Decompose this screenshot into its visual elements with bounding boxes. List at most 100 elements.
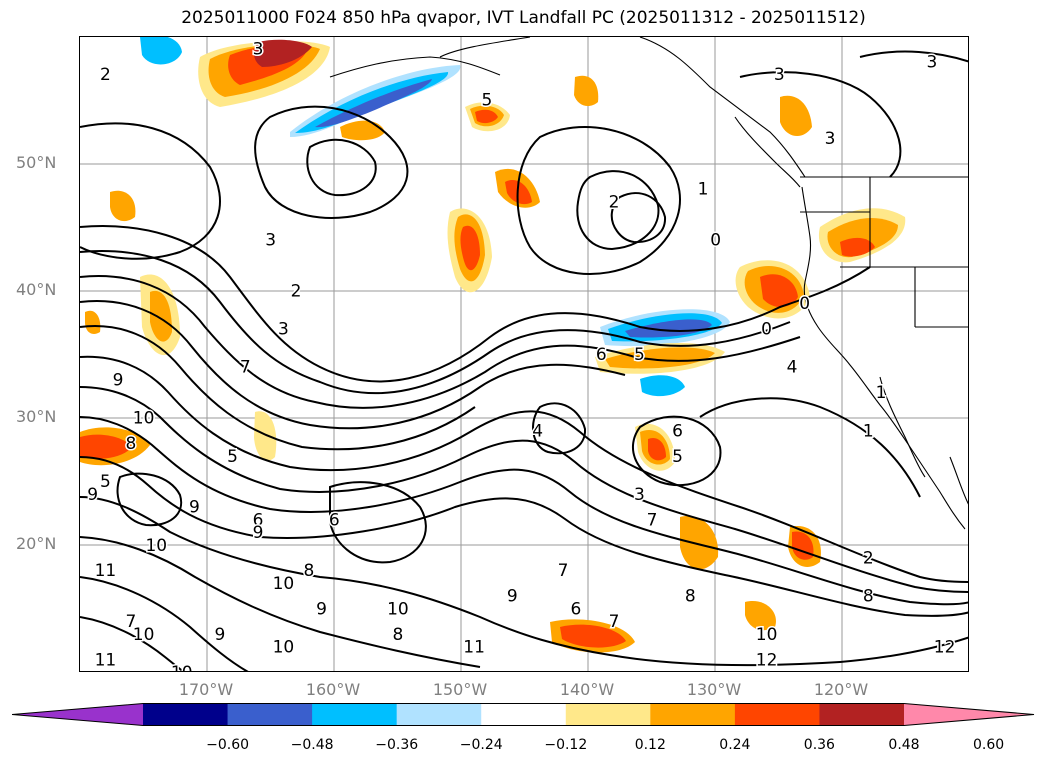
contour-label-20: 8 bbox=[125, 434, 136, 454]
contour-line bbox=[739, 71, 902, 178]
contour-label-41: 10 bbox=[273, 574, 295, 594]
map-title: 2025011000 F024 850 hPa qvapor, IVT Land… bbox=[181, 8, 866, 28]
shade-positive bbox=[605, 347, 715, 369]
contour-label-13: 0 bbox=[761, 320, 772, 340]
contour-line bbox=[80, 225, 871, 383]
contour-line bbox=[80, 300, 626, 430]
contour-label-2: 5 bbox=[481, 91, 492, 111]
contour-label-52: 11 bbox=[95, 650, 117, 670]
contour-label-44: 7 bbox=[125, 612, 136, 632]
shade-positive bbox=[85, 310, 101, 334]
contour-label-6: 3 bbox=[265, 231, 276, 251]
contour-label-45: 10 bbox=[133, 625, 155, 645]
colorbar-tick-label: −0.36 bbox=[375, 737, 419, 753]
shade-positive bbox=[680, 516, 719, 570]
contour-label-36: 8 bbox=[303, 561, 314, 581]
contour-line bbox=[532, 402, 587, 455]
contour-label-57: 8 bbox=[685, 587, 696, 607]
contour-label-19: 10 bbox=[133, 409, 155, 429]
contour-label-54: 8 bbox=[392, 625, 403, 645]
shade-negative bbox=[315, 79, 432, 128]
contour-line bbox=[306, 138, 377, 197]
gridlines bbox=[80, 37, 968, 671]
colorbar-segment-5 bbox=[565, 703, 651, 726]
longitude-label-170w: 170°W bbox=[178, 680, 234, 699]
colorbar bbox=[12, 703, 1035, 726]
contour-label-32: 6 bbox=[253, 510, 264, 530]
contour-label-10: 2 bbox=[291, 281, 302, 301]
contour-label-14: 5 bbox=[634, 345, 645, 365]
contour-label-42: 9 bbox=[316, 599, 327, 619]
contour-label-48: 11 bbox=[463, 638, 485, 658]
contour-label-24: 5 bbox=[672, 447, 683, 467]
contour-label-53: 10 bbox=[171, 663, 193, 672]
contour-label-8: 2 bbox=[609, 192, 620, 212]
contour-label-21: 1 bbox=[876, 383, 887, 403]
longitude-label-120w: 120°W bbox=[813, 680, 869, 699]
contour-line bbox=[631, 415, 722, 487]
contour-line bbox=[610, 192, 667, 244]
contour-line bbox=[516, 126, 681, 275]
contour-label-26: 5 bbox=[227, 447, 238, 467]
coastline-british-columbia bbox=[734, 116, 801, 188]
contour-label-5: 3 bbox=[825, 129, 836, 149]
state-border bbox=[800, 176, 968, 328]
colorbar-extend-low bbox=[12, 703, 143, 726]
contour-line bbox=[80, 496, 968, 667]
qvapor-shading bbox=[80, 37, 906, 653]
contour-label-28: 9 bbox=[87, 485, 98, 505]
contour-label-46: 9 bbox=[214, 625, 225, 645]
colorbar-segment-1 bbox=[227, 703, 313, 726]
contour-line bbox=[80, 616, 185, 671]
latitude-label-40n: 40°N bbox=[16, 280, 57, 299]
colorbar-tick-label: 0.48 bbox=[888, 737, 920, 753]
colorbar-segments bbox=[12, 703, 1034, 726]
contour-label-35: 6 bbox=[329, 510, 340, 530]
colorbar-segment-3 bbox=[396, 703, 482, 726]
shade-positive bbox=[253, 39, 312, 67]
shade-positive bbox=[745, 601, 776, 631]
contour-line bbox=[80, 275, 801, 409]
contour-label-37: 2 bbox=[863, 549, 874, 569]
contour-label-50: 12 bbox=[756, 650, 778, 670]
shade-positive bbox=[780, 95, 812, 137]
colorbar-tick-label: −0.48 bbox=[290, 737, 334, 753]
contour-label-11: 3 bbox=[278, 320, 289, 340]
contour-label-12: 0 bbox=[799, 294, 810, 314]
contour-line bbox=[80, 536, 481, 668]
shade-positive bbox=[475, 109, 498, 124]
contour-line bbox=[699, 397, 921, 498]
coastline-us-west bbox=[801, 186, 966, 530]
contour-line bbox=[859, 50, 968, 63]
colorbar-tick-label: 0.12 bbox=[634, 737, 666, 753]
contour-line bbox=[254, 105, 409, 219]
latitude-label-50n: 50°N bbox=[16, 153, 57, 172]
colorbar-tick-label: −0.12 bbox=[544, 737, 588, 753]
contour-label-7: 1 bbox=[698, 180, 709, 200]
contour-label-15: 6 bbox=[596, 345, 607, 365]
longitude-label-130w: 130°W bbox=[686, 680, 742, 699]
contour-label-39: 9 bbox=[507, 587, 518, 607]
contour-label-56: 6 bbox=[570, 599, 581, 619]
pc-contours bbox=[80, 50, 968, 671]
shade-positive bbox=[648, 437, 666, 461]
colorbar-tick-label: −0.24 bbox=[459, 737, 503, 753]
contour-label-55: 7 bbox=[558, 561, 569, 581]
latitude-label-30n: 30°N bbox=[16, 407, 57, 426]
colorbar-tick-label: −0.60 bbox=[206, 737, 250, 753]
contour-label-31: 9 bbox=[189, 498, 200, 518]
longitude-label-160w: 160°W bbox=[305, 680, 361, 699]
contour-line bbox=[80, 122, 221, 260]
map-panel: 3 2 5 3 3 3 3 1 2 0 2 3 0 0 5 6 4 7 9 10 8 1 1 6 5 4 5 5 9 3 7 9 6 9 10 6 8 2… bbox=[79, 36, 969, 672]
shade-positive bbox=[840, 237, 875, 257]
contour-label-0: 3 bbox=[253, 40, 264, 60]
contour-line bbox=[80, 250, 791, 395]
latitude-label-20n: 20°N bbox=[16, 534, 57, 553]
colorbar-tick-label: 0.60 bbox=[973, 737, 1005, 753]
contour-label-1: 2 bbox=[100, 65, 111, 85]
coastlines bbox=[329, 37, 968, 530]
contour-line bbox=[80, 576, 249, 671]
contour-label-27: 5 bbox=[100, 472, 111, 492]
colorbar-tick-label: 0.24 bbox=[719, 737, 751, 753]
